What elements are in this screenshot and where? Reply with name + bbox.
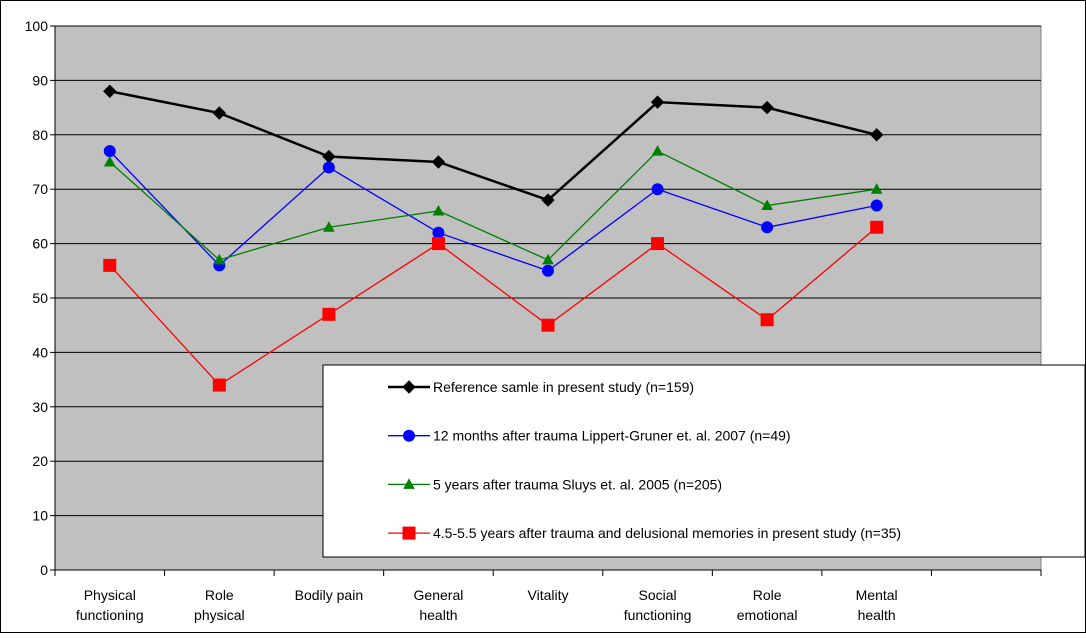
x-tick-label: Bodily pain [295, 587, 364, 603]
marker [431, 237, 445, 251]
marker [651, 145, 664, 156]
marker [869, 128, 884, 142]
y-tick-label: 0 [40, 562, 48, 578]
marker [213, 253, 226, 265]
marker [541, 318, 555, 332]
marker [651, 237, 665, 251]
y-tick-label: 40 [32, 344, 48, 360]
marker [542, 253, 554, 265]
legend-marker [403, 478, 415, 489]
x-tick-label: Mental health [856, 587, 898, 623]
legend-label: 5 years after trauma Sluys et. al. 2005 … [433, 476, 722, 492]
legend-label: 4.5-5.5 years after trauma and delusiona… [433, 525, 901, 541]
y-tick-label: 50 [32, 290, 48, 306]
x-tick-label: General health [414, 587, 464, 623]
y-tick-label: 70 [32, 181, 48, 197]
x-tick-label: Social functioning [624, 587, 692, 623]
y-tick-label: 20 [32, 453, 48, 469]
y-tick-label: 100 [25, 18, 49, 34]
marker [103, 84, 117, 98]
marker [432, 204, 445, 216]
legend: Reference samle in present study (n=159)… [322, 364, 1086, 558]
y-tick-label: 60 [32, 236, 48, 252]
y-tick-label: 30 [32, 399, 48, 415]
marker [650, 95, 665, 109]
legend-marker [403, 429, 415, 442]
y-tick-label: 10 [32, 508, 48, 524]
series-line [109, 150, 877, 272]
marker [760, 313, 774, 327]
series-line [109, 90, 877, 202]
marker [542, 264, 554, 277]
series-line [109, 226, 878, 386]
marker [870, 199, 883, 212]
marker [760, 100, 774, 115]
marker [212, 378, 226, 392]
series [103, 145, 883, 277]
marker [103, 155, 116, 167]
legend-label: 12 months after trauma Lippert-Gruner et… [433, 428, 791, 444]
x-tick-label: Role emotional [737, 587, 798, 623]
marker [870, 220, 884, 234]
marker [870, 183, 883, 194]
x-tick-label: Role physical [194, 587, 245, 623]
marker [212, 106, 227, 120]
marker [431, 155, 446, 169]
marker [541, 193, 555, 207]
y-tick-label: 80 [32, 127, 48, 143]
marker [323, 221, 335, 232]
marker [432, 226, 445, 239]
series [103, 145, 883, 265]
marker [651, 183, 664, 196]
marker [761, 221, 774, 234]
y-tick-label: 90 [32, 72, 48, 88]
x-tick-label: Physical functioning [76, 587, 144, 623]
marker [103, 258, 117, 272]
legend-marker [402, 380, 416, 394]
legend-marker [402, 526, 416, 540]
marker [322, 307, 336, 321]
legend-label: Reference samle in present study (n=159) [433, 379, 694, 395]
x-tick-label: Vitality [528, 587, 569, 603]
legend-box [322, 364, 1086, 558]
series [103, 84, 884, 207]
marker [103, 145, 116, 158]
series [103, 220, 884, 392]
series-line [109, 150, 877, 261]
marker [761, 199, 773, 211]
marker [322, 161, 335, 174]
